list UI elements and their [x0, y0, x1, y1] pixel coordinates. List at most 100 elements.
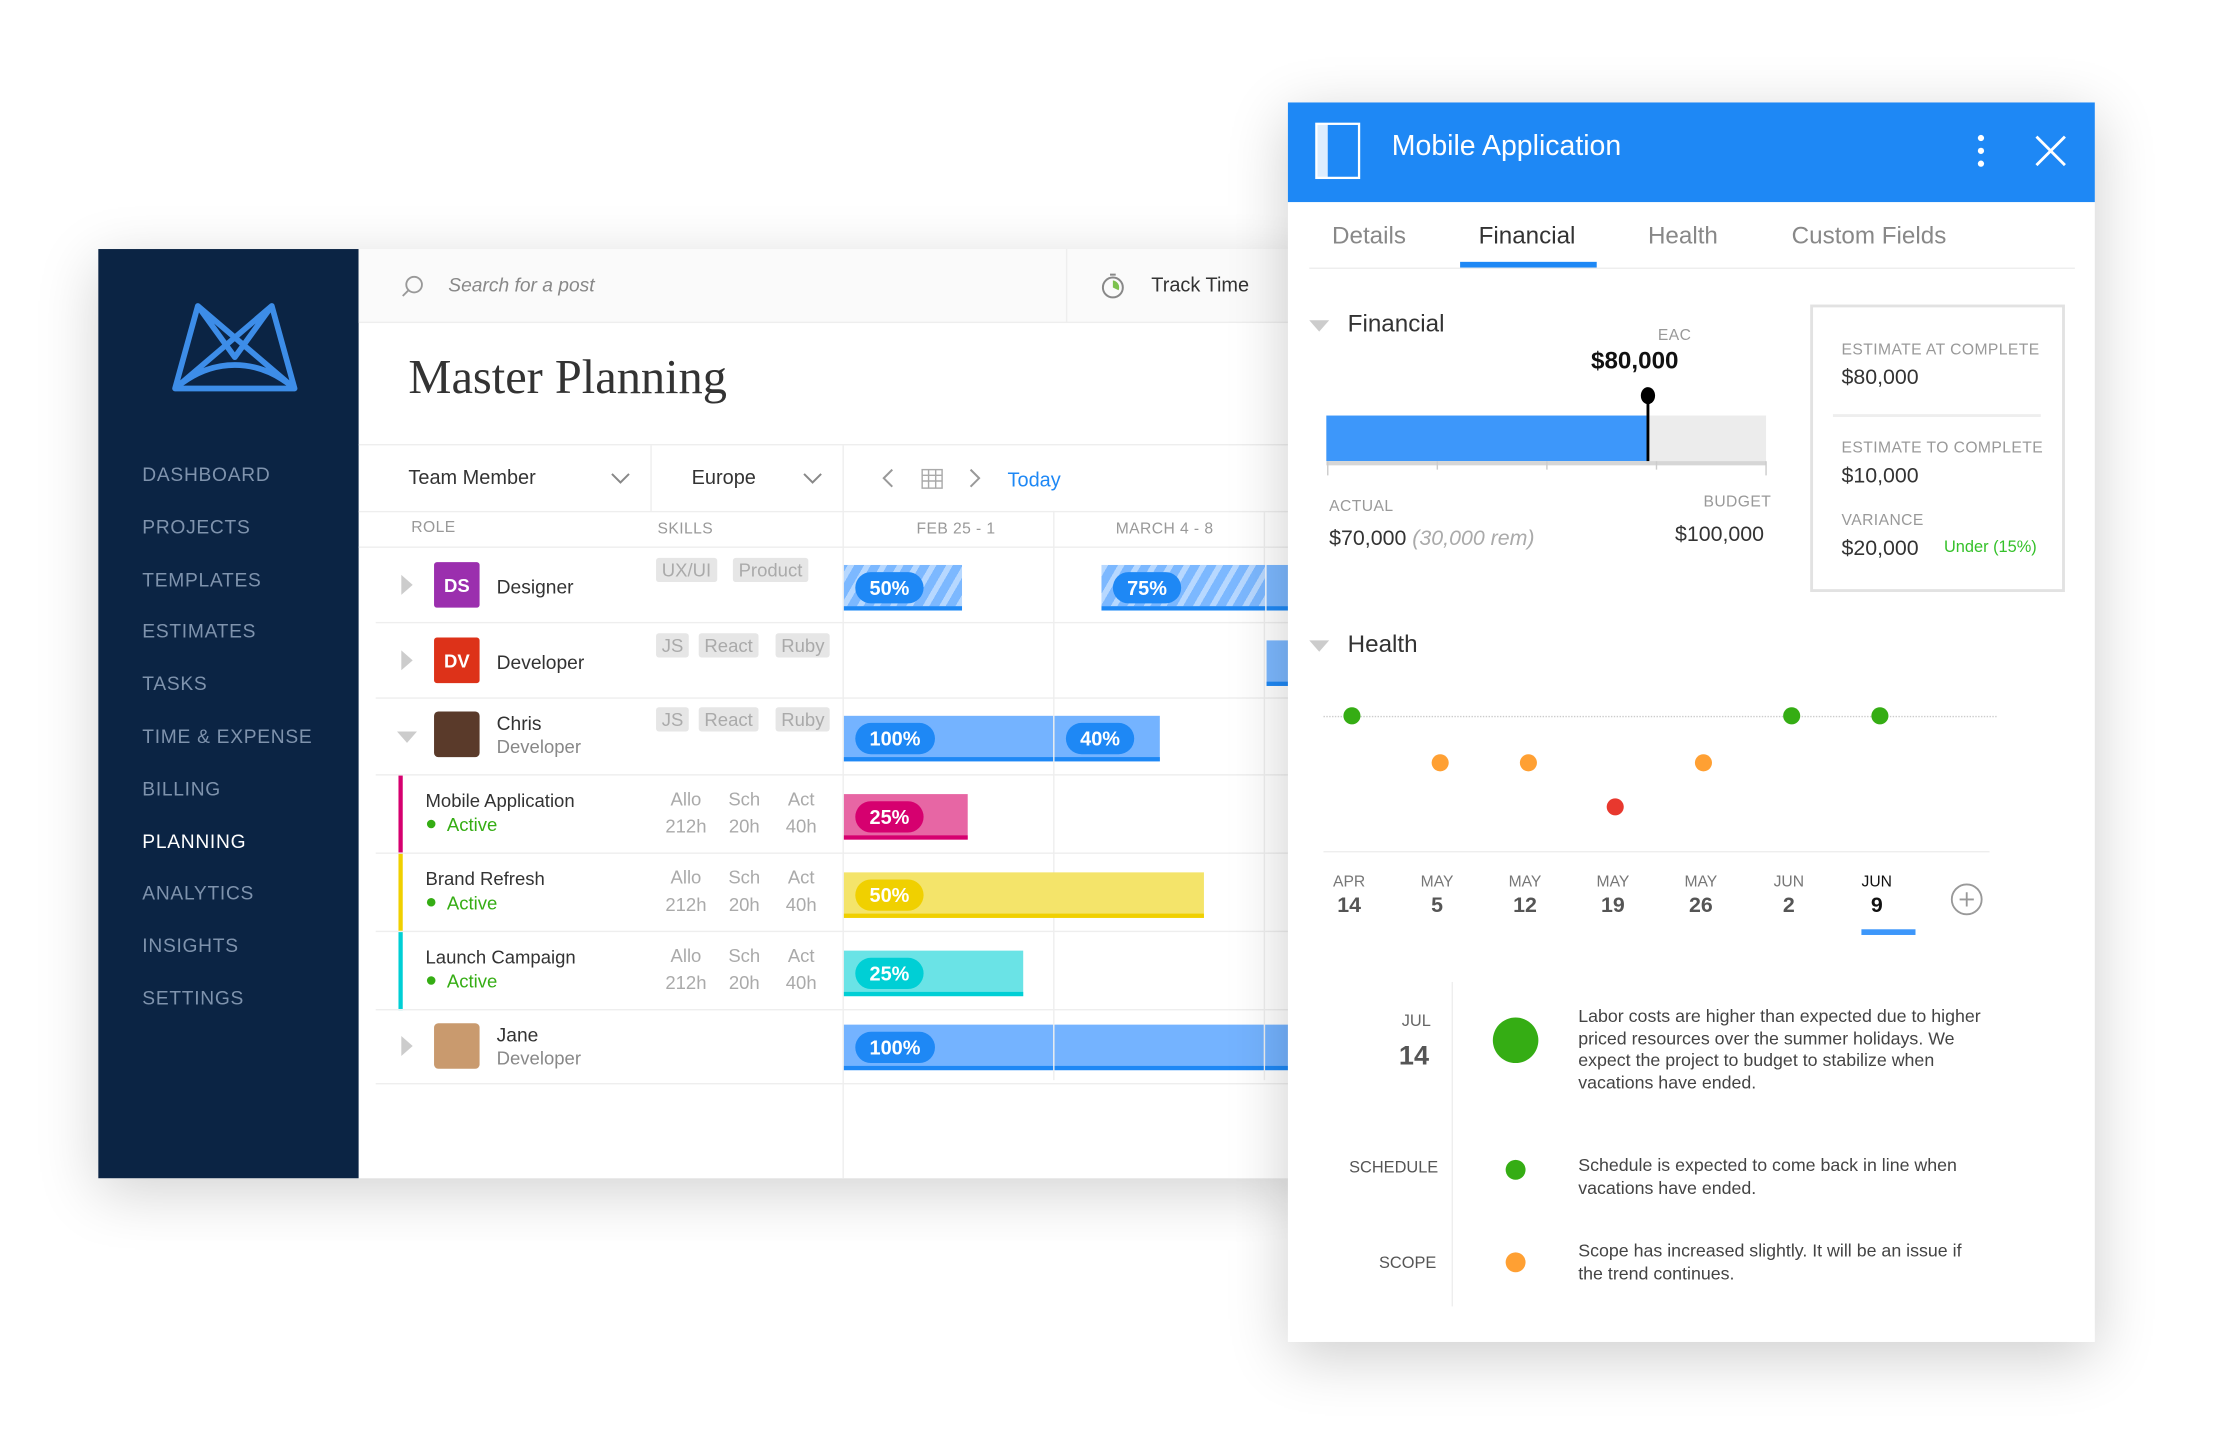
team-member-dropdown[interactable]: Team Member — [408, 465, 535, 488]
stat-value: 40h — [785, 815, 817, 837]
more-vertical-icon[interactable] — [1975, 134, 1986, 171]
percent-pill: 40% — [1065, 722, 1135, 755]
project-name[interactable]: Mobile Application — [425, 789, 575, 812]
percent-pill: 50% — [855, 879, 924, 911]
stat-value: 40h — [785, 893, 817, 916]
stat-label: Sch — [728, 788, 761, 810]
sidebar-item-dashboard[interactable]: DASHBOARD — [142, 463, 271, 486]
sidebar-item-insights[interactable]: INSIGHTS — [142, 935, 239, 957]
add-circle-icon[interactable] — [1950, 882, 1984, 916]
collapse-icon[interactable] — [1309, 640, 1330, 652]
sidebar-item-billing[interactable]: BILLING — [142, 778, 221, 800]
chevron-right-icon[interactable] — [968, 468, 982, 488]
sidebar: DASHBOARD PROJECTS TEMPLATES ESTIMATES TASKS… — [98, 249, 359, 1179]
date-jun-2[interactable]: JUN 2 — [1760, 874, 1817, 918]
variance-badge: Under (15%) — [1943, 539, 2037, 557]
date-day: 5 — [1431, 893, 1443, 918]
sidebar-item-templates[interactable]: TEMPLATES — [142, 568, 262, 591]
budget-label: BUDGET — [1703, 493, 1772, 511]
skill-chip: Product — [732, 557, 809, 583]
budget-ticks — [1327, 461, 1767, 476]
allocation-bar[interactable]: 50% — [843, 564, 963, 611]
track-time-button[interactable]: Track Time — [1151, 273, 1250, 297]
project-allocation-bar[interactable]: 25% — [843, 794, 968, 840]
stat-value: 20h — [728, 893, 760, 916]
close-icon[interactable] — [2034, 134, 2068, 168]
expand-icon[interactable] — [401, 650, 413, 671]
project-color-strip — [398, 775, 403, 854]
allocation-bar[interactable]: 100% — [843, 715, 1054, 762]
skill-chip: React — [698, 633, 759, 658]
row-divider — [375, 774, 1308, 776]
health-heading: Health — [1347, 630, 1418, 658]
health-point[interactable] — [1519, 754, 1537, 772]
percent-pill: 100% — [855, 1031, 935, 1064]
book-icon — [1315, 122, 1361, 180]
date-may-12[interactable]: MAY 12 — [1497, 874, 1554, 918]
health-point[interactable] — [1783, 707, 1801, 725]
date-month: JUN — [1773, 873, 1805, 891]
project-name[interactable]: Brand Refresh — [425, 868, 545, 890]
region-dropdown[interactable]: Europe — [692, 465, 756, 488]
calendar-icon[interactable] — [921, 467, 944, 490]
health-point[interactable] — [1695, 754, 1713, 772]
allocation-bar[interactable]: 100% — [843, 1024, 1054, 1071]
expand-icon[interactable] — [401, 1036, 413, 1056]
detail-day: 14 — [1398, 1041, 1429, 1072]
stat-value: 212h — [665, 893, 707, 916]
row-divider — [375, 697, 1308, 699]
role-badge: DV — [434, 637, 480, 684]
date-may-5[interactable]: MAY 5 — [1409, 874, 1466, 918]
tab-financial[interactable]: Financial — [1478, 222, 1576, 250]
date-apr-14[interactable]: APR 14 — [1321, 874, 1378, 918]
sidebar-item-analytics[interactable]: ANALYTICS — [142, 882, 255, 905]
project-detail-panel: Mobile Application Details Financial Healt… — [1287, 102, 2095, 1342]
actual-bar — [1326, 415, 1647, 462]
health-point[interactable] — [1871, 707, 1889, 725]
tab-health[interactable]: Health — [1647, 222, 1718, 250]
date-month: MAY — [1596, 873, 1630, 891]
health-point[interactable] — [1343, 707, 1361, 725]
panel-title: Mobile Application — [1391, 130, 1622, 163]
date-jun-9[interactable]: JUN 9 — [1848, 874, 1905, 918]
date-may-19[interactable]: MAY 19 — [1584, 874, 1641, 918]
date-may-26[interactable]: MAY 26 — [1672, 874, 1729, 918]
collapse-icon[interactable] — [397, 731, 417, 743]
tab-custom-fields[interactable]: Custom Fields — [1791, 222, 1947, 250]
chevron-down-icon[interactable] — [611, 471, 631, 485]
health-status-dot — [1492, 1017, 1539, 1064]
project-allocation-bar[interactable]: 25% — [843, 950, 1024, 997]
chevron-down-icon[interactable] — [803, 471, 823, 485]
search-input[interactable]: Search for a post — [448, 274, 595, 297]
sidebar-item-estimates[interactable]: ESTIMATES — [142, 621, 257, 643]
allocation-bar[interactable]: 40% — [1054, 715, 1160, 762]
page-title: Master Planning — [408, 351, 727, 405]
dropdown-value: Europe — [691, 465, 756, 489]
skill-chip: Ruby — [775, 707, 831, 732]
project-name[interactable]: Launch Campaign — [425, 946, 576, 968]
role-badge: DS — [434, 562, 480, 608]
health-status-dot — [1505, 1159, 1526, 1180]
date-month: JUN — [1861, 873, 1892, 891]
chevron-left-icon[interactable] — [881, 468, 895, 488]
health-point[interactable] — [1431, 754, 1449, 772]
health-point[interactable] — [1607, 798, 1625, 816]
today-button[interactable]: Today — [1007, 468, 1061, 491]
collapse-icon[interactable] — [1309, 320, 1330, 332]
stat-label: Act — [787, 944, 815, 967]
expand-icon[interactable] — [401, 574, 413, 595]
eac-marker — [1640, 387, 1657, 462]
actual-value: $70,000 (30,000 rem) — [1329, 526, 1535, 551]
project-allocation-bar[interactable]: 50% — [843, 872, 1204, 918]
sidebar-item-settings[interactable]: SETTINGS — [142, 987, 245, 1009]
allocation-bar[interactable] — [1054, 1024, 1264, 1071]
skill-chip: Ruby — [775, 633, 831, 658]
sidebar-item-planning[interactable]: PLANNING — [142, 830, 247, 852]
tab-details[interactable]: Details — [1332, 222, 1406, 250]
stopwatch-icon — [1101, 273, 1124, 299]
allocation-bar[interactable]: 75% — [1101, 564, 1266, 611]
actual-label: ACTUAL — [1329, 498, 1394, 516]
sidebar-item-time-expense[interactable]: TIME & EXPENSE — [142, 725, 313, 748]
sidebar-item-projects[interactable]: PROJECTS — [142, 516, 251, 538]
sidebar-item-tasks[interactable]: TASKS — [142, 673, 208, 695]
